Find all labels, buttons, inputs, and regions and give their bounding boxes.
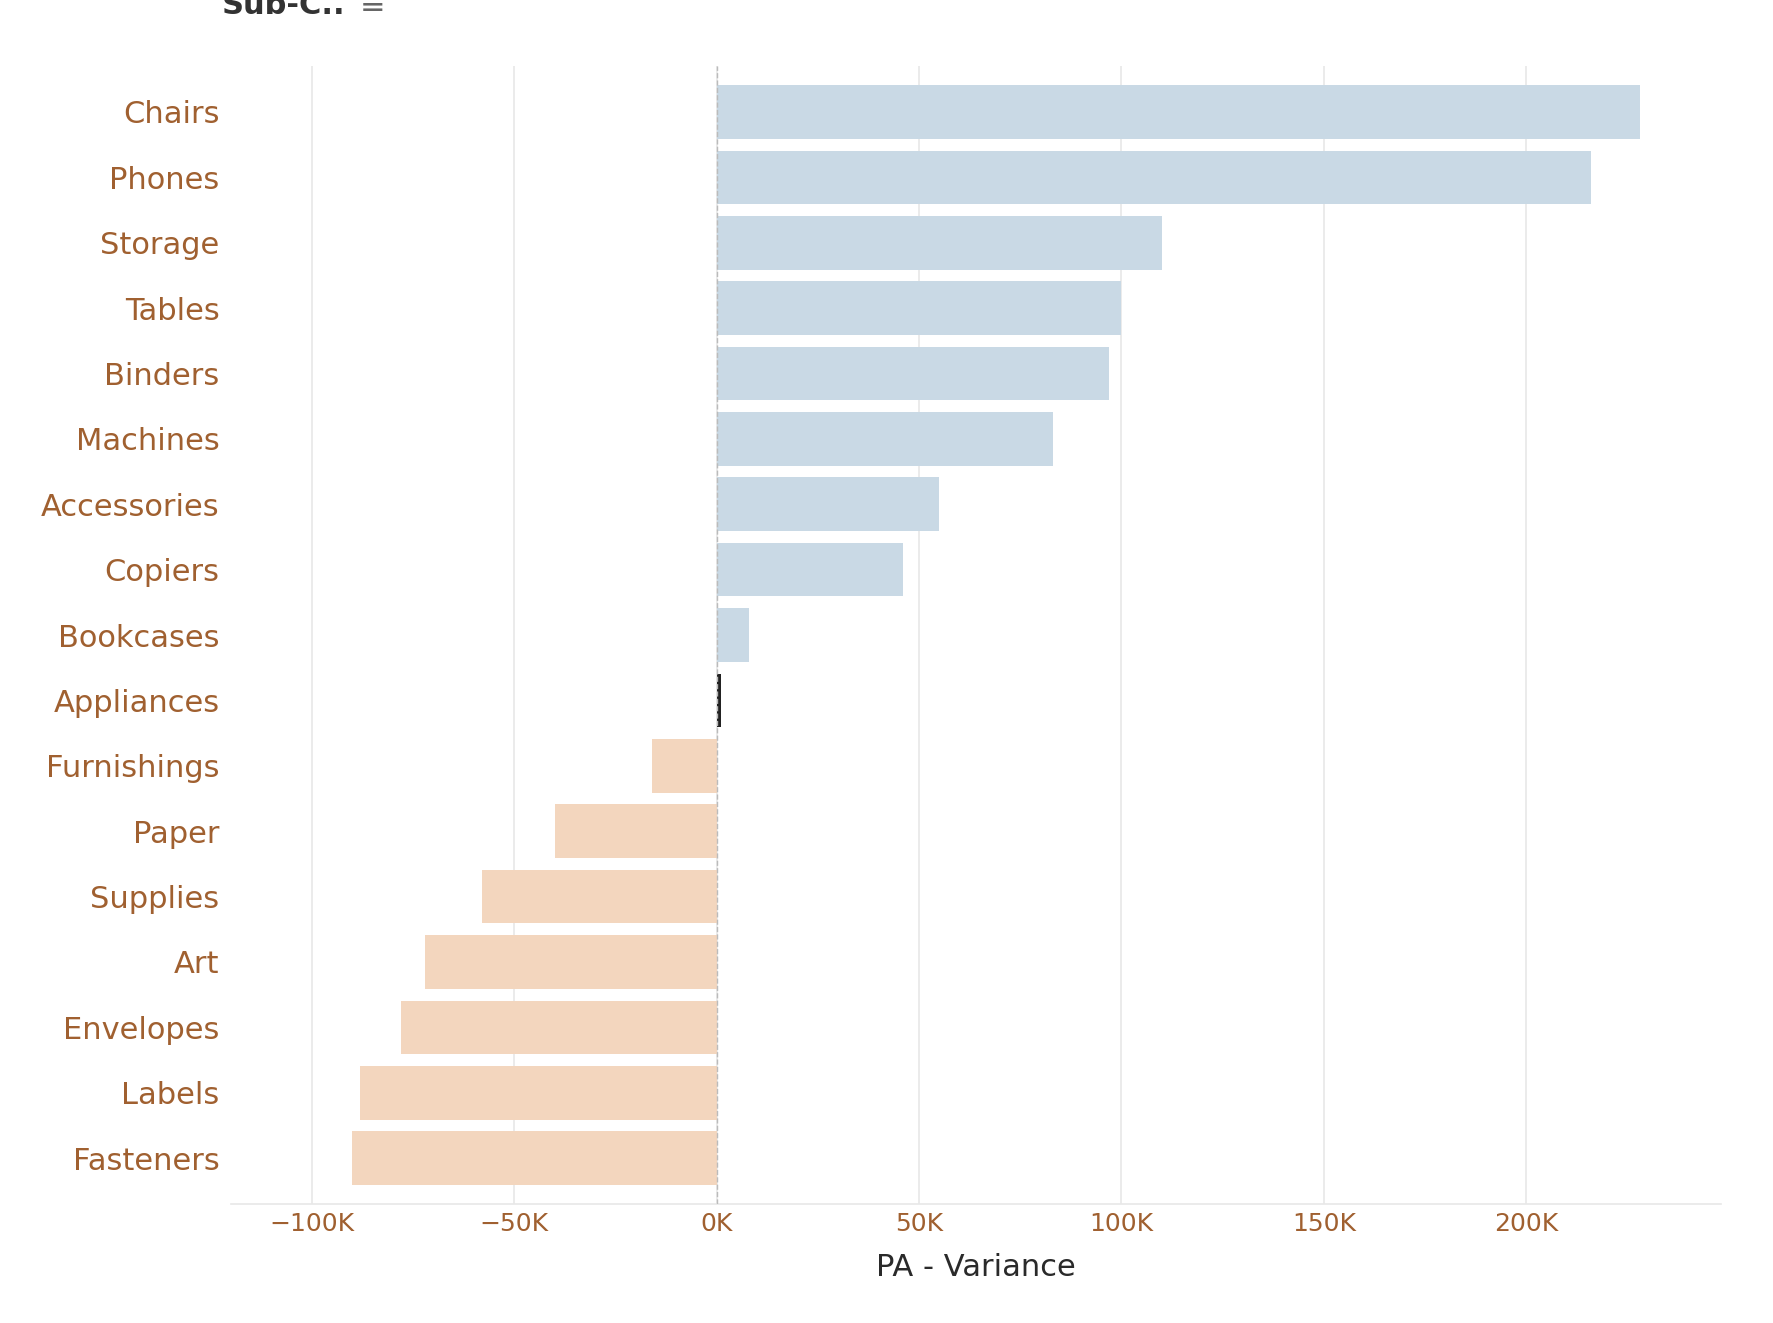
Bar bbox=[716, 542, 902, 597]
Bar bbox=[716, 85, 1638, 139]
Bar bbox=[651, 740, 716, 792]
Bar bbox=[401, 1000, 716, 1054]
X-axis label: PA - Variance: PA - Variance bbox=[876, 1253, 1074, 1282]
Bar bbox=[716, 609, 748, 662]
Bar bbox=[360, 1066, 716, 1119]
Bar bbox=[716, 151, 1590, 204]
Bar bbox=[482, 869, 716, 923]
Bar bbox=[555, 804, 716, 859]
Bar bbox=[716, 478, 938, 531]
Bar bbox=[426, 935, 716, 988]
Text: Sub-C..: Sub-C.. bbox=[222, 0, 346, 20]
Bar bbox=[716, 411, 1051, 466]
Text: ≡: ≡ bbox=[360, 0, 385, 20]
Bar bbox=[716, 673, 720, 728]
Bar bbox=[351, 1131, 716, 1185]
Bar bbox=[716, 216, 1161, 270]
Bar bbox=[716, 282, 1121, 335]
Bar bbox=[716, 347, 1108, 401]
